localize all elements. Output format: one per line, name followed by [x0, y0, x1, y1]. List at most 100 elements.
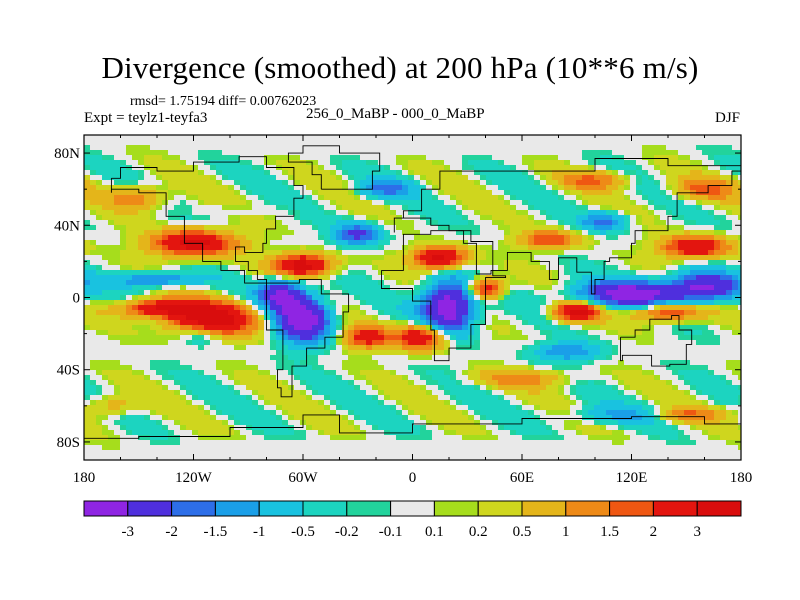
field-cell	[108, 350, 115, 356]
field-cell	[594, 190, 601, 196]
field-cell	[672, 255, 679, 261]
field-cell	[312, 170, 319, 176]
field-cell	[420, 335, 427, 341]
field-cell	[324, 250, 331, 256]
field-cell	[312, 210, 319, 216]
field-cell	[408, 320, 415, 326]
field-cell	[660, 185, 667, 191]
field-cell	[630, 190, 637, 196]
field-cell	[702, 330, 709, 336]
field-cell	[222, 175, 229, 181]
field-cell	[462, 205, 469, 211]
field-cell	[330, 165, 337, 171]
field-cell	[540, 175, 547, 181]
field-cell	[252, 300, 259, 306]
field-cell	[642, 185, 649, 191]
field-cell	[204, 345, 211, 351]
field-cell	[144, 230, 151, 236]
field-cell	[654, 140, 661, 146]
field-cell	[672, 320, 679, 326]
field-cell	[348, 285, 355, 291]
field-cell	[258, 335, 265, 341]
field-cell	[732, 285, 739, 291]
field-cell	[180, 160, 187, 166]
field-cell	[294, 205, 301, 211]
field-cell	[618, 200, 625, 206]
field-cell	[294, 170, 301, 176]
field-cell	[702, 350, 709, 356]
field-cell	[108, 310, 115, 316]
field-cell	[570, 165, 577, 171]
field-cell	[690, 155, 697, 161]
field-cell	[204, 185, 211, 191]
field-cell	[570, 185, 577, 191]
field-cell	[696, 195, 703, 201]
field-cell	[498, 350, 505, 356]
field-cell	[690, 320, 697, 326]
field-cell	[624, 260, 631, 266]
field-cell	[90, 275, 97, 281]
field-cell	[690, 135, 697, 141]
field-cell	[168, 355, 175, 361]
field-cell	[186, 230, 193, 236]
field-cell	[678, 350, 685, 356]
field-cell	[282, 195, 289, 201]
field-cell	[84, 140, 91, 146]
field-cell	[660, 165, 667, 171]
field-cell	[492, 165, 499, 171]
field-cell	[264, 360, 271, 366]
field-cell	[480, 140, 487, 146]
field-cell	[408, 200, 415, 206]
field-cell	[618, 290, 625, 296]
field-cell	[486, 310, 493, 316]
field-cell	[540, 155, 547, 161]
field-cell	[210, 310, 217, 316]
field-cell	[600, 150, 607, 156]
field-cell	[678, 290, 685, 296]
field-cell	[264, 225, 271, 231]
field-cell	[354, 315, 361, 321]
field-cell	[198, 310, 205, 316]
field-cell	[378, 160, 385, 166]
field-cell	[732, 160, 739, 166]
field-cell	[528, 285, 535, 291]
field-cell	[204, 320, 211, 326]
field-cell	[498, 285, 505, 291]
field-cell	[456, 225, 463, 231]
field-cell	[168, 170, 175, 176]
field-cell	[300, 180, 307, 186]
field-cell	[276, 310, 283, 316]
field-cell	[624, 180, 631, 186]
field-cell	[450, 200, 457, 206]
field-cell	[216, 140, 223, 146]
field-cell	[582, 295, 589, 301]
field-cell	[216, 250, 223, 256]
field-cell	[702, 180, 709, 186]
field-cell	[414, 210, 421, 216]
field-cell	[546, 160, 553, 166]
field-cell	[396, 330, 403, 336]
field-cell	[456, 355, 463, 361]
field-cell	[438, 140, 445, 146]
field-cell	[420, 205, 427, 211]
field-cell	[606, 185, 613, 191]
field-cell	[564, 235, 571, 241]
field-cell	[390, 290, 397, 296]
field-cell	[378, 265, 385, 271]
field-cell	[726, 300, 733, 306]
field-cell	[246, 335, 253, 341]
field-cell	[306, 210, 313, 216]
field-cell	[702, 255, 709, 261]
field-cell	[294, 260, 301, 266]
field-cell	[564, 160, 571, 166]
field-cell	[318, 330, 325, 336]
field-cell	[192, 300, 199, 306]
field-cell	[426, 340, 433, 346]
field-cell	[660, 320, 667, 326]
field-cell	[666, 315, 673, 321]
field-cell	[684, 200, 691, 206]
field-cell	[708, 160, 715, 166]
field-cell	[438, 220, 445, 226]
field-cell	[378, 225, 385, 231]
field-cell	[312, 180, 319, 186]
